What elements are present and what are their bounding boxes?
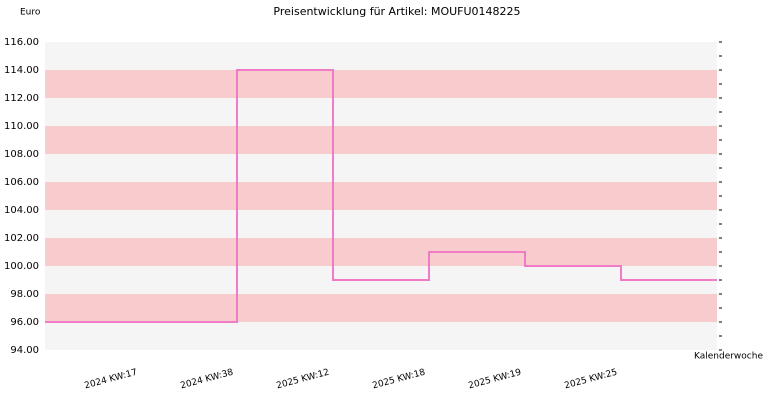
y-tick-label: 108.00 [4,149,39,160]
step-line [45,69,717,323]
band [45,126,717,154]
y-tick-label: 96.00 [10,317,39,328]
chart-title: Preisentwicklung für Artikel: MOUFU01482… [273,5,520,18]
band [45,322,717,350]
x-tick-label: 2025 KW:25 [563,368,618,392]
x-axis-label: Kalenderwoche [694,352,763,362]
band [45,98,717,126]
y-tick-label: 98.00 [10,289,39,300]
x-tick-label: 2025 KW:19 [467,368,522,392]
x-tick-label: 2025 KW:12 [275,368,330,392]
x-tick-label: 2024 KW:17 [83,368,138,392]
y-tick-label: 106.00 [4,177,39,188]
y-tick-label: 104.00 [4,205,39,216]
y-tick-label: 100.00 [4,261,39,272]
band [45,294,717,322]
x-tick-label: 2024 KW:38 [179,368,234,392]
band [45,238,717,266]
x-tick-label: 2025 KW:18 [371,368,426,392]
y-tick-label: 116.00 [4,37,39,48]
band [45,70,717,98]
band [45,210,717,238]
y-tick-label: 112.00 [4,93,39,104]
band [45,182,717,210]
y-tick-label: 110.00 [4,121,39,132]
y-axis-label: Euro [20,8,41,18]
y-tick-label: 114.00 [4,65,39,76]
band [45,154,717,182]
y-tick-label: 102.00 [4,233,39,244]
band [45,42,717,70]
y-tick-label: 94.00 [10,345,39,356]
